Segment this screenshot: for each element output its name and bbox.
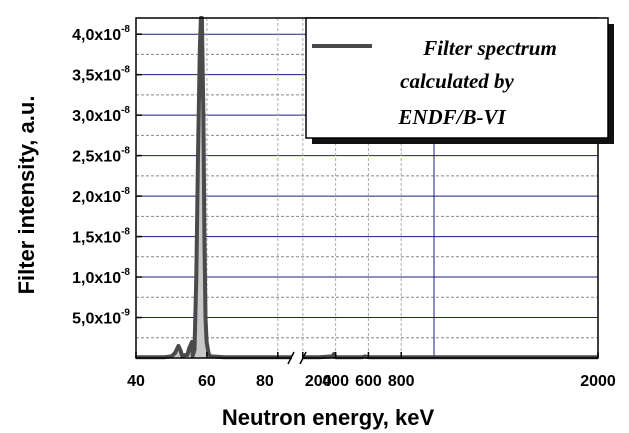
legend-line-1: Filter spectrum <box>422 36 557 60</box>
x-tick-label: 40 <box>127 373 145 390</box>
series-line <box>136 16 598 360</box>
series-layer <box>136 16 598 360</box>
x-tick-label: 600 <box>355 373 382 390</box>
x-tick-label: 400 <box>322 373 349 390</box>
x-tick-label: 800 <box>388 373 415 390</box>
axis-break-gap <box>292 352 302 364</box>
y-tick-label: 1,5x10-8 <box>72 227 130 247</box>
legend: Filter spectrum calculated by ENDF/B-VI <box>305 17 614 144</box>
y-tick-label: 3,0x10-8 <box>72 105 130 125</box>
x-tick-label: 80 <box>256 373 274 390</box>
y-tick-label: 1,0x10-8 <box>72 267 130 287</box>
y-tick-label: 4,0x10-8 <box>72 24 130 44</box>
legend-box <box>305 17 609 139</box>
legend-line-2: calculated by <box>400 69 514 93</box>
y-tick-label: 2,0x10-8 <box>72 186 130 206</box>
y-tick-label: 2,5x10-8 <box>72 146 130 166</box>
x-tick-label: 60 <box>198 373 216 390</box>
x-tick-label: 200 <box>305 373 332 390</box>
axis-break-mark <box>287 351 295 365</box>
y-axis: 5,0x10-9 1,0x10-8 1,5x10-8 2,0x10-8 2,5x10-8… <box>72 24 142 328</box>
y-tick-label: 3,5x10-8 <box>72 65 130 85</box>
x-tick-label: 2000 <box>580 373 616 390</box>
x-axis-title: Neutron energy, keV <box>222 405 435 430</box>
y-axis-title: Filter intensity, a.u. <box>14 96 39 295</box>
y-tick-label: 5,0x10-9 <box>72 308 130 328</box>
legend-line-3: ENDF/B-VI <box>397 105 506 129</box>
